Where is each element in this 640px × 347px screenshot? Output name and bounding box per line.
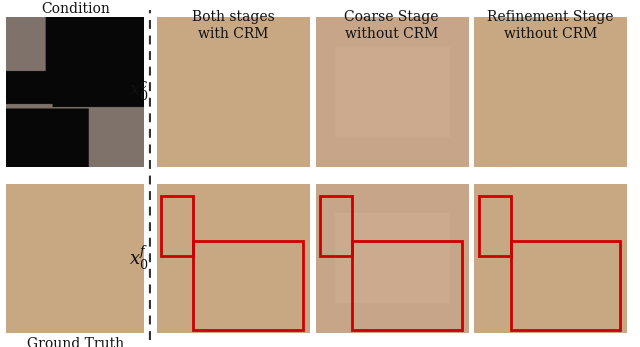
- Text: $x_0^f$: $x_0^f$: [129, 244, 148, 273]
- Bar: [511, 240, 620, 330]
- Bar: [193, 240, 303, 330]
- Text: Ground Truth: Ground Truth: [27, 337, 124, 347]
- Bar: [161, 196, 193, 255]
- Bar: [320, 196, 352, 255]
- Text: Refinement Stage
without CRM: Refinement Stage without CRM: [487, 10, 614, 41]
- Text: Both stages
with CRM: Both stages with CRM: [191, 10, 275, 41]
- Text: Condition: Condition: [41, 2, 109, 16]
- Bar: [479, 196, 511, 255]
- Text: Coarse Stage
without CRM: Coarse Stage without CRM: [344, 10, 439, 41]
- Bar: [352, 240, 461, 330]
- Text: $x_0^c$: $x_0^c$: [129, 81, 148, 103]
